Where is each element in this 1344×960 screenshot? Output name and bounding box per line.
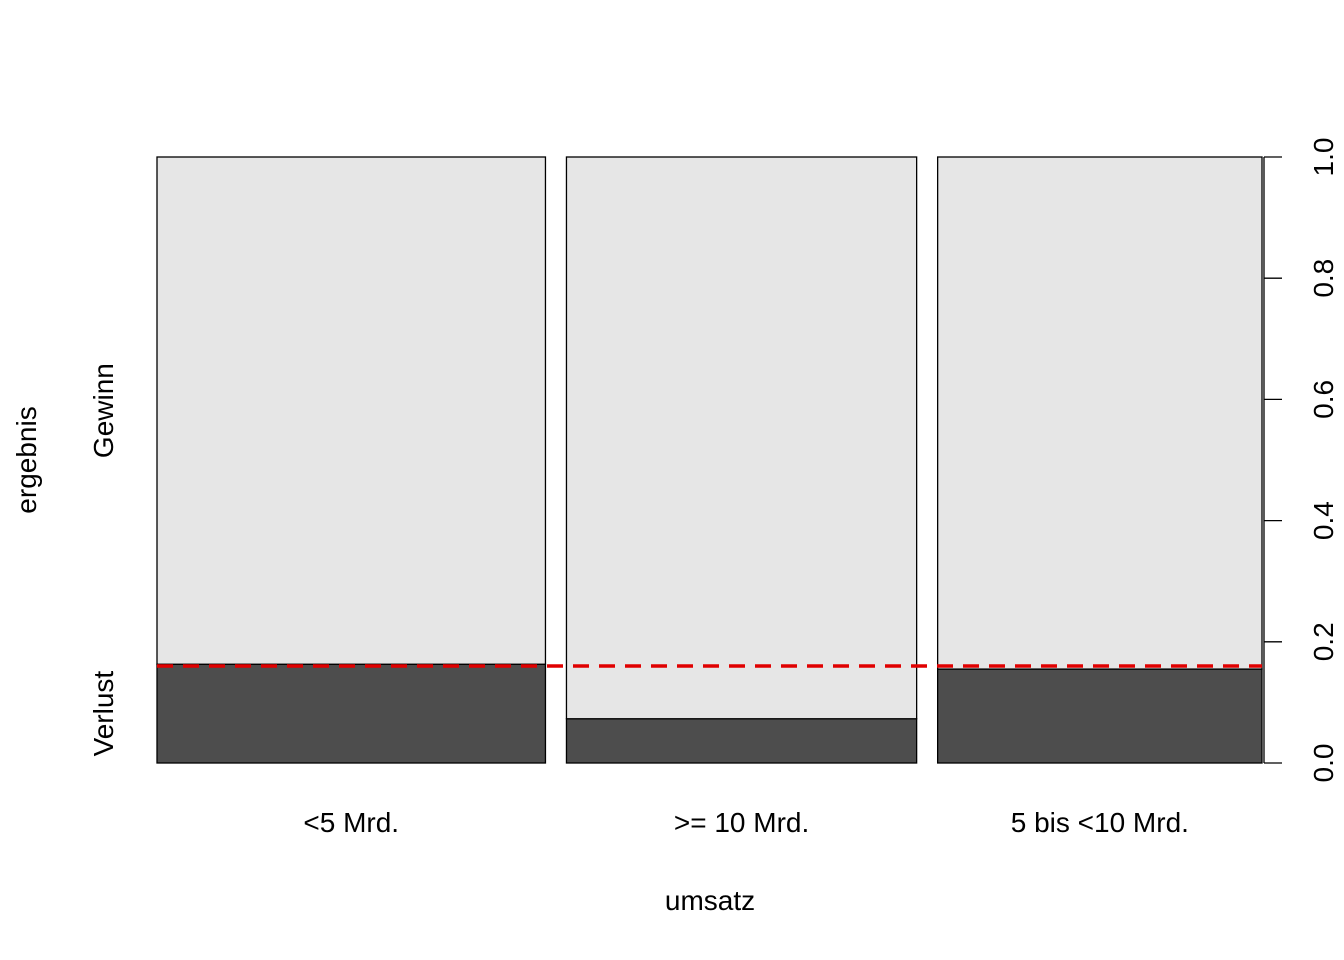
y-tick-label: 0.6 [1308,380,1339,419]
level-label-verlust: Verlust [88,671,119,757]
bar-segment-verlust-1 [156,663,547,764]
right-y-axis: 0.0 0.2 0.4 0.6 0.8 1.0 [1263,138,1339,783]
y-tick-label: 1.0 [1308,138,1339,177]
y-axis-title: ergebnis [11,406,42,513]
bar-segment-verlust-2 [565,718,918,764]
y-tick-label: 0.4 [1308,501,1339,540]
level-labels: Verlust Gewinn [88,363,119,756]
y-tick-label: 0.8 [1308,259,1339,298]
bar-segment-gewinn-1 [156,156,547,665]
bar-segment-verlust-3 [936,668,1263,764]
x-tick-label: 5 bis <10 Mrd. [1011,807,1189,838]
x-category-labels: <5 Mrd. >= 10 Mrd. 5 bis <10 Mrd. [303,807,1189,838]
level-label-gewinn: Gewinn [88,363,119,458]
x-tick-label: <5 Mrd. [303,807,399,838]
bar-segment-gewinn-2 [565,156,918,720]
y-tick-label: 0.0 [1308,744,1339,783]
x-tick-label: >= 10 Mrd. [674,807,809,838]
y-tick-label: 0.2 [1308,622,1339,661]
bar-segment-gewinn-3 [936,156,1263,670]
x-axis-title: umsatz [665,885,755,916]
bars-group [156,156,1263,764]
